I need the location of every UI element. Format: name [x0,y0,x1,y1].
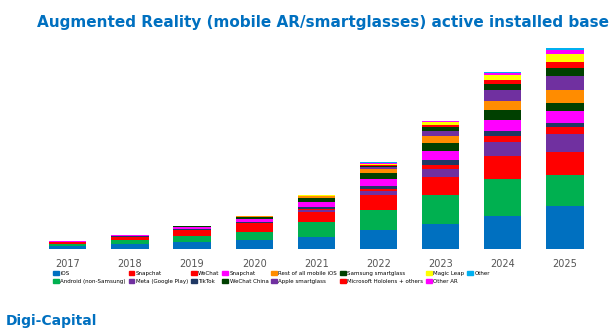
Bar [174,236,211,242]
Bar [484,120,521,130]
Bar [360,163,397,164]
Bar [360,173,397,179]
Bar [235,219,273,222]
Bar [484,142,521,156]
Bar [360,210,397,230]
Bar [484,80,521,84]
Bar [360,164,397,165]
Bar [360,191,397,195]
Bar [49,242,86,244]
Bar [484,75,521,80]
Bar [422,125,459,127]
Bar [546,123,584,127]
Bar [422,143,459,151]
Bar [546,134,584,152]
Bar [298,196,335,198]
Bar [422,224,459,249]
Bar [546,111,584,123]
Bar [111,237,148,240]
Bar [484,110,521,120]
Bar [174,242,211,249]
Bar [546,206,584,249]
Bar [484,72,521,73]
Bar [298,210,335,211]
Bar [422,127,459,130]
Bar [298,222,335,237]
Bar [360,169,397,173]
Legend: iOS, Android (non-Samsung), Snapchat, Meta (Google Play), WeChat, TikTok, Snapch: iOS, Android (non-Samsung), Snapchat, Me… [51,269,492,286]
Bar [298,211,335,212]
Bar [235,224,273,231]
Text: Digi-Capital: Digi-Capital [6,314,98,328]
Bar [484,101,521,110]
Bar [298,237,335,249]
Bar [546,48,584,50]
Bar [422,121,459,122]
Bar [111,240,148,244]
Bar [235,222,273,223]
Bar [546,68,584,76]
Bar [235,223,273,224]
Bar [546,90,584,103]
Bar [484,136,521,142]
Bar [484,216,521,249]
Bar [360,179,397,186]
Bar [174,230,211,236]
Bar [484,90,521,101]
Bar [298,195,335,196]
Bar [360,186,397,189]
Bar [49,246,86,249]
Bar [422,161,459,165]
Bar [546,76,584,90]
Bar [546,103,584,111]
Bar [546,50,584,54]
Bar [422,136,459,143]
Bar [546,127,584,134]
Bar [174,227,211,229]
Bar [422,130,459,136]
Bar [422,122,459,125]
Bar [111,244,148,249]
Bar [174,226,211,227]
Bar [298,207,335,210]
Bar [49,244,86,246]
Bar [422,195,459,224]
Bar [422,165,459,169]
Bar [422,177,459,195]
Bar [360,189,397,191]
Bar [422,169,459,177]
Bar [546,54,584,62]
Bar [298,212,335,222]
Bar [484,84,521,90]
Bar [111,235,148,236]
Bar [422,151,459,161]
Bar [235,216,273,219]
Bar [546,175,584,206]
Bar [360,166,397,169]
Bar [298,202,335,207]
Bar [484,179,521,216]
Bar [546,62,584,68]
Bar [484,73,521,75]
Bar [298,198,335,202]
Bar [235,240,273,249]
Bar [111,236,148,237]
Bar [360,230,397,249]
Bar [235,231,273,240]
Bar [484,130,521,136]
Bar [360,165,397,166]
Bar [49,241,86,242]
Bar [484,156,521,179]
Bar [174,229,211,230]
Bar [360,195,397,210]
Bar [546,152,584,175]
Text: Augmented Reality (mobile AR/smartglasses) active installed base: Augmented Reality (mobile AR/smartglasse… [37,15,609,30]
